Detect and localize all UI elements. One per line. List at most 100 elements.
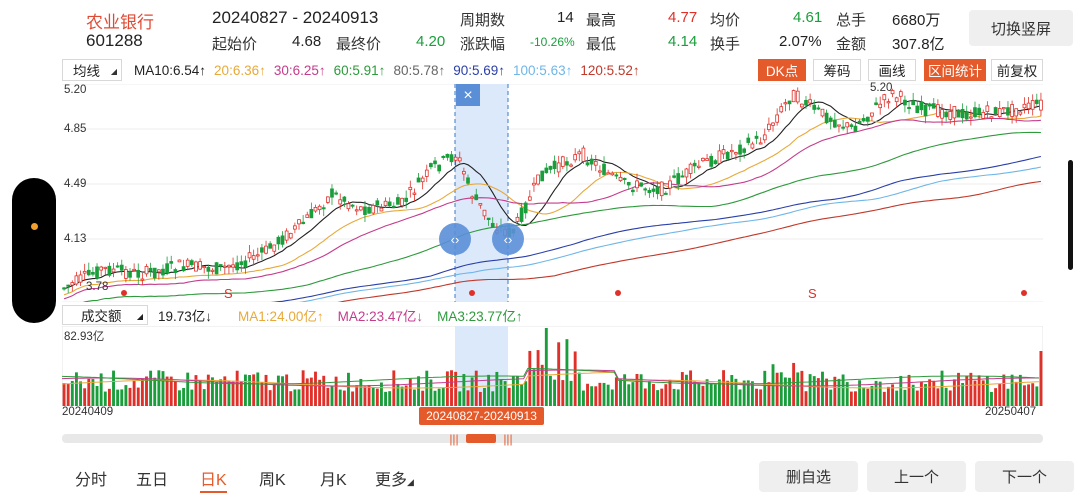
candle-body: [688, 163, 693, 174]
candle-body: [371, 205, 376, 214]
volume-bar: [120, 389, 124, 406]
range-stats-button[interactable]: 区间统计: [924, 59, 986, 81]
volume-bar: [375, 388, 379, 406]
volume-bar: [932, 380, 936, 406]
candle-body: [606, 172, 610, 175]
volume-bar: [895, 390, 899, 406]
candle-body: [779, 106, 784, 113]
volume-bar: [652, 384, 655, 406]
volume-bar: [598, 382, 602, 406]
next-stock-button[interactable]: 下一个: [975, 461, 1074, 492]
high-label: 最高: [586, 12, 617, 29]
candle-body: [140, 278, 145, 281]
candle-body: [618, 176, 623, 182]
candle-body: [313, 207, 318, 212]
candle-body: [445, 153, 450, 158]
volume-bar: [239, 381, 243, 406]
tab-intraday[interactable]: 分时: [75, 472, 108, 489]
candle-body: [845, 122, 850, 128]
candle-body: [783, 102, 788, 105]
volume-bar: [577, 372, 581, 406]
volume-bar: [952, 379, 956, 406]
ma-line: [63, 117, 1041, 300]
ma-100: 100:5.63↑: [513, 62, 573, 78]
volume-bar: [569, 380, 573, 406]
volume-bar: [499, 379, 503, 406]
candle-body: [189, 260, 194, 266]
dk-point-button[interactable]: DK点: [758, 59, 806, 81]
volume-bar: [404, 385, 408, 406]
volume-bar: [709, 383, 713, 406]
kline-chart[interactable]: × ‹› ‹›: [62, 84, 1043, 302]
candle-body: [165, 263, 169, 274]
drag-handle-left-icon[interactable]: [439, 223, 471, 255]
tab-monthly-k[interactable]: 月K: [320, 472, 347, 489]
candle-body: [639, 182, 643, 187]
volume-bar: [211, 377, 214, 406]
volume-bar: [829, 389, 833, 406]
timeline-scrollbar[interactable]: [62, 434, 1043, 443]
candle-body: [540, 170, 545, 182]
tab-weekly-k[interactable]: 周K: [259, 472, 286, 489]
volume-total: 6680万: [892, 12, 941, 29]
candle-body: [74, 275, 79, 285]
previous-stock-button[interactable]: 上一个: [867, 461, 966, 492]
remove-watchlist-button[interactable]: 删自选: [759, 461, 858, 492]
candle-body: [1026, 102, 1031, 110]
volume-bar: [1018, 374, 1022, 406]
volume-bar: [779, 372, 783, 406]
candle-body: [923, 104, 928, 117]
volume-bar: [528, 350, 532, 406]
candle-body: [346, 203, 351, 210]
tab-five-day[interactable]: 五日: [136, 472, 169, 489]
candle-body: [701, 157, 705, 162]
adjust-price-button[interactable]: 前复权: [991, 59, 1043, 81]
high-marker: 5.20: [870, 82, 893, 94]
candle-body: [857, 120, 862, 124]
volume-bar: [965, 376, 969, 406]
tab-daily-k[interactable]: 日K: [200, 466, 227, 493]
volume-bar: [854, 391, 857, 406]
candle-body: [449, 154, 454, 163]
candle-body: [198, 261, 202, 270]
candle-body: [738, 144, 742, 155]
volume-bar: [907, 374, 911, 406]
selected-range-chip: 20240827-20240913: [419, 407, 544, 425]
volume-bar: [759, 389, 763, 406]
indicator-select[interactable]: 均线 ◢: [62, 59, 122, 81]
volume-bar: [145, 376, 148, 406]
draw-line-button[interactable]: 画线: [868, 59, 916, 81]
candle-body: [107, 265, 112, 276]
switch-portrait-button[interactable]: 切换竖屏: [969, 10, 1073, 46]
drag-handle-right-icon[interactable]: [492, 223, 524, 255]
candle-body: [655, 186, 660, 195]
candle-body: [758, 142, 763, 145]
volume-chart[interactable]: [62, 326, 1043, 406]
volume-bar: [272, 384, 276, 406]
candle-body: [111, 268, 116, 273]
floating-handle[interactable]: [12, 178, 56, 323]
volume-bar: [128, 387, 132, 406]
volume-bar: [305, 378, 309, 406]
volume-bar: [631, 382, 635, 406]
volume-bar: [862, 387, 866, 406]
candle-body: [804, 99, 808, 106]
volume-bar: [140, 379, 144, 406]
volume-bar: [924, 384, 927, 406]
volume-bar: [957, 372, 960, 406]
volume-bar: [347, 372, 350, 406]
tab-more[interactable]: 更多◢: [375, 466, 414, 490]
timeline-scroll-thumb[interactable]: ||| |||: [442, 430, 520, 447]
candle-body: [424, 169, 429, 177]
candle-body: [993, 107, 998, 115]
candle-body: [375, 200, 380, 206]
volume-bar: [445, 371, 449, 406]
candle-body: [919, 101, 924, 111]
chips-button[interactable]: 筹码: [813, 59, 861, 81]
low-marker: 3.78: [86, 281, 109, 293]
candle-body: [161, 268, 165, 276]
volume-bar: [705, 379, 709, 406]
close-selection-button[interactable]: [456, 84, 480, 106]
volume-select[interactable]: 成交额 ◢: [62, 305, 148, 325]
scroll-indicator[interactable]: [1068, 160, 1073, 270]
